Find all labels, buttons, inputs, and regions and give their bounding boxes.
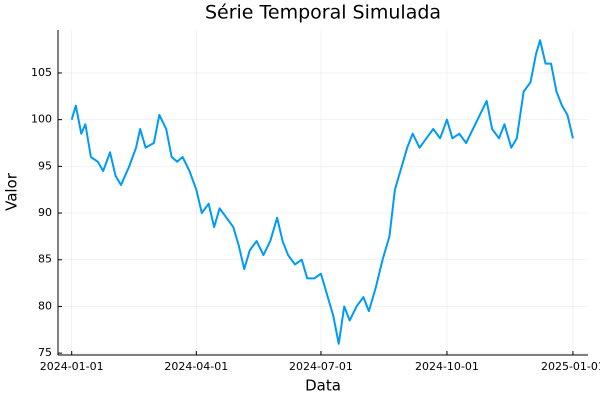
line-series [70,39,574,345]
y-tick-label: 75 [38,346,52,359]
y-tick-label: 100 [31,113,52,126]
x-tick-label: 2024-10-01 [415,360,479,373]
x-tick-label: 2024-07-01 [289,360,353,373]
chart-title: Série Temporal Simulada [205,2,441,24]
x-tick-label: 2025-01-01 [541,360,600,373]
x-tick-label: 2024-04-01 [164,360,228,373]
y-tick-label: 90 [38,206,52,219]
y-tick-label: 95 [38,159,52,172]
y-tick-label: 85 [38,253,52,266]
x-tick-label: 2024-01-01 [40,360,104,373]
y-axis-label: Valor [3,172,21,211]
x-axis-label: Data [305,377,341,395]
y-tick-label: 105 [31,66,52,79]
y-tick-label: 80 [38,299,52,312]
